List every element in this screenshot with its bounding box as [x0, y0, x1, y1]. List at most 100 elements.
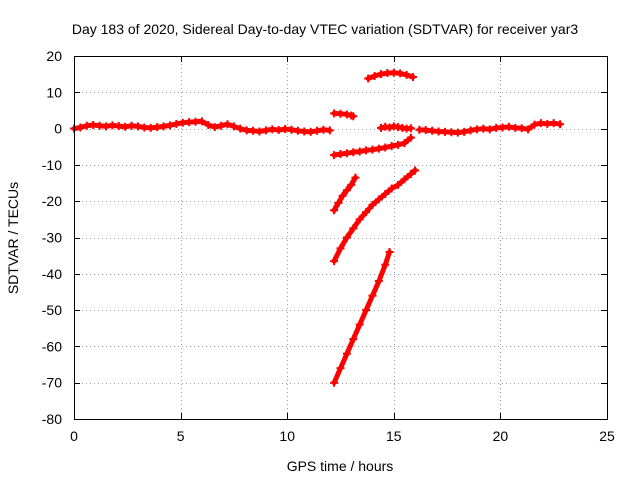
data-point — [349, 112, 358, 121]
data-point — [466, 126, 475, 135]
data-point — [349, 224, 358, 233]
data-point — [374, 277, 383, 286]
data-point — [101, 122, 110, 131]
data-point — [342, 186, 351, 195]
data-point — [342, 233, 351, 242]
data-point — [517, 124, 526, 133]
data-point — [381, 143, 390, 152]
data-point — [336, 244, 345, 253]
series-trace — [331, 249, 392, 386]
y-tick-label: 10 — [46, 84, 62, 100]
x-tick-label: 25 — [599, 428, 615, 444]
data-point — [236, 124, 245, 133]
data-point — [460, 127, 469, 136]
data-point — [530, 120, 539, 129]
data-point — [377, 123, 386, 132]
data-point — [400, 139, 409, 148]
data-series — [70, 68, 565, 387]
data-point — [556, 120, 565, 129]
y-tick-label: -40 — [42, 266, 62, 282]
data-point — [204, 120, 213, 129]
data-point — [330, 257, 339, 266]
data-point — [165, 121, 174, 130]
y-tick-label: -10 — [42, 157, 62, 173]
x-tick-label: 5 — [177, 428, 185, 444]
data-point — [377, 70, 386, 79]
y-tick-label: -60 — [42, 338, 62, 354]
data-point — [387, 142, 396, 151]
data-series-6 — [415, 119, 565, 137]
y-tick-label: -80 — [42, 411, 62, 427]
data-point — [368, 145, 377, 154]
data-point — [287, 125, 296, 134]
data-series-7 — [330, 173, 360, 215]
data-point — [362, 306, 371, 315]
data-point — [159, 122, 168, 131]
data-point — [374, 144, 383, 153]
data-point — [313, 126, 322, 135]
data-series-3 — [330, 133, 415, 160]
data-point — [349, 335, 358, 344]
data-point — [261, 126, 270, 135]
y-tick-label: -30 — [42, 230, 62, 246]
data-point — [406, 124, 415, 133]
data-series-1 — [70, 117, 334, 136]
data-point — [368, 291, 377, 300]
data-point — [338, 191, 347, 200]
data-point — [400, 175, 409, 184]
data-point — [210, 123, 219, 132]
data-point — [402, 70, 411, 79]
x-tick-label: 10 — [279, 428, 295, 444]
data-point — [394, 180, 403, 189]
data-series-5 — [377, 122, 415, 133]
data-point — [387, 184, 396, 193]
data-point — [406, 133, 415, 142]
y-tick-label: 20 — [46, 48, 62, 64]
y-tick-label: 0 — [54, 121, 62, 137]
data-point — [364, 74, 373, 83]
data-point — [342, 349, 351, 358]
data-point — [217, 121, 226, 130]
data-point — [274, 126, 283, 135]
data-series-8 — [330, 166, 420, 266]
series-trace — [331, 167, 418, 264]
y-tick-label: -20 — [42, 193, 62, 209]
data-point — [229, 122, 238, 131]
data-point — [504, 122, 513, 131]
data-series-2 — [330, 109, 358, 121]
data-point — [330, 151, 339, 160]
data-point — [255, 127, 264, 136]
data-point — [355, 215, 364, 224]
data-point — [381, 189, 390, 198]
x-tick-label: 15 — [386, 428, 402, 444]
data-point — [406, 169, 415, 178]
x-axis-label: GPS time / hours — [287, 458, 394, 474]
data-point — [394, 140, 403, 149]
data-point — [351, 173, 360, 182]
data-point — [342, 149, 351, 158]
data-point — [370, 71, 379, 80]
data-point — [342, 110, 351, 119]
data-point — [385, 248, 394, 257]
data-point — [133, 122, 142, 131]
data-point — [197, 117, 206, 126]
y-tick-label: -70 — [42, 375, 62, 391]
data-point — [381, 260, 390, 269]
data-point — [334, 199, 343, 208]
y-tick-labels: 20 10 0 -10 -20 -30 -40 -50 -60 -70 -80 — [42, 48, 62, 427]
data-point — [368, 200, 377, 209]
x-tick-label: 0 — [70, 428, 78, 444]
data-point — [396, 69, 405, 78]
data-point — [223, 120, 232, 129]
x-tick-label: 20 — [493, 428, 509, 444]
data-point — [411, 166, 420, 175]
chart-title: Day 183 of 2020, Sidereal Day-to-day VTE… — [72, 21, 578, 37]
plot-frame — [74, 56, 608, 420]
x-tick-labels: 0 5 10 15 20 25 — [70, 428, 615, 444]
data-point — [385, 123, 394, 132]
series-trace — [331, 175, 358, 213]
data-point — [121, 122, 130, 131]
y-axis-label: SDTVAR / TECUs — [5, 182, 21, 294]
data-point — [374, 195, 383, 204]
